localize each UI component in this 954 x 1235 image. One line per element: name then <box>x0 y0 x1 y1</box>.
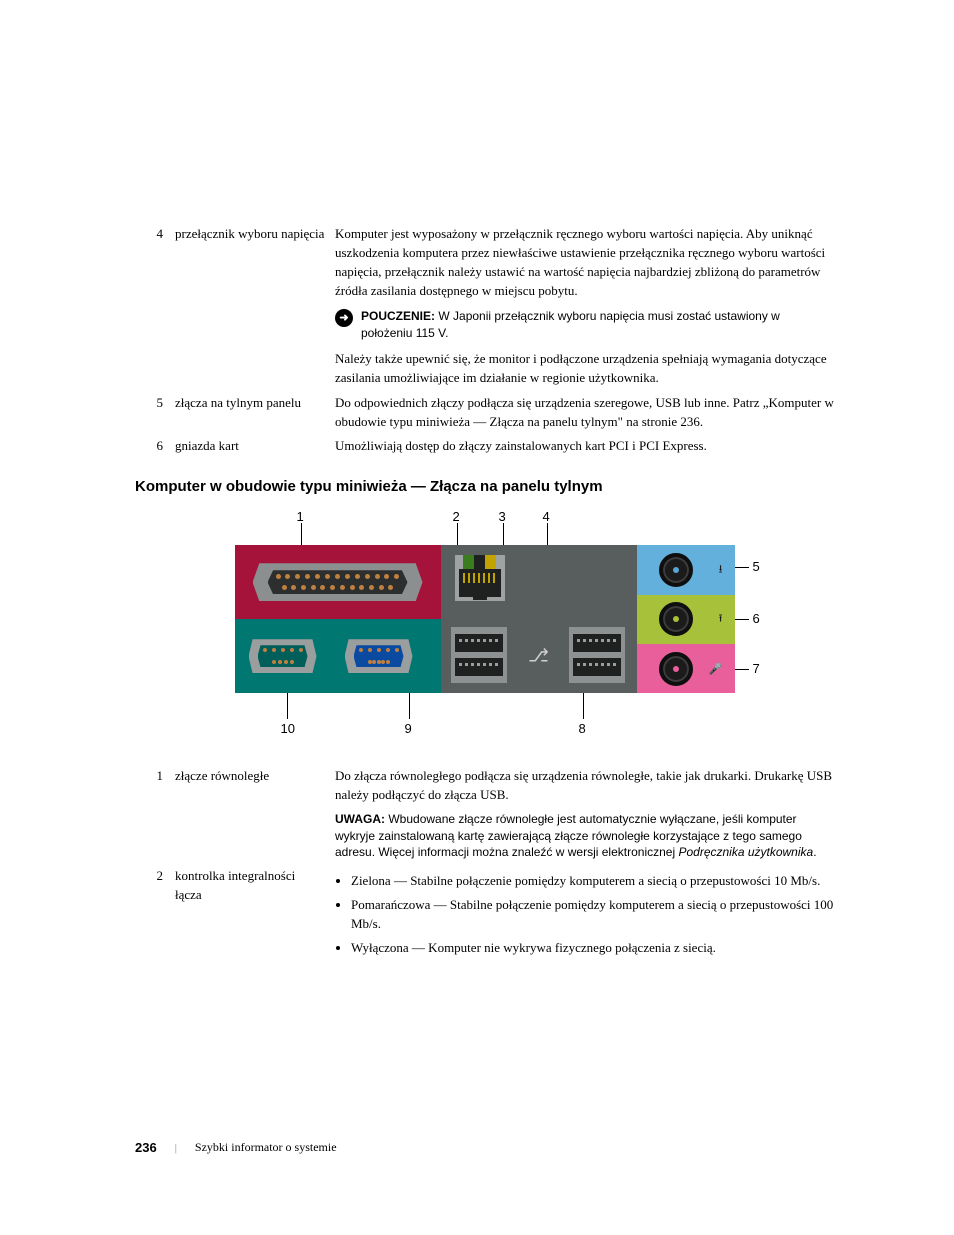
line-in-area: ⭳ <box>637 545 735 594</box>
callout-10: 10 <box>281 721 295 736</box>
table-row: 6 gniazda kart Umożliwiają dostęp do złą… <box>135 437 834 456</box>
rj45-port <box>455 555 505 601</box>
leader-line <box>735 619 749 620</box>
mic-icon: 🎤 <box>709 662 723 675</box>
footer-title: Szybki informator o systemie <box>195 1140 337 1155</box>
usb-ports <box>569 627 625 683</box>
row-number: 6 <box>135 437 175 456</box>
footer-separator: | <box>175 1142 177 1154</box>
notice-label: POUCZENIE: <box>361 309 435 323</box>
leader-line <box>735 669 749 670</box>
line-out-area: ⭱ <box>637 595 735 644</box>
serial-vga-area <box>235 619 441 693</box>
leader-line <box>735 567 749 568</box>
usb-symbol-area: ⎇ <box>519 619 559 693</box>
row-number: 4 <box>135 225 175 388</box>
note-body-end: . <box>813 845 816 859</box>
panel-gap <box>519 545 559 619</box>
table-row: 2 kontrolka integralności łącza Zielona … <box>135 867 834 961</box>
row-description: Umożliwiają dostęp do złączy zainstalowa… <box>335 437 834 456</box>
row-number: 5 <box>135 394 175 432</box>
panel-gap <box>559 545 637 619</box>
back-panel-diagram: 1 2 3 4 5 6 7 10 9 8 <box>205 509 765 739</box>
row-label: kontrolka integralności łącza <box>175 867 335 961</box>
parallel-port-area <box>235 545 441 619</box>
desc-text: Komputer jest wyposażony w przełącznik r… <box>335 225 834 300</box>
callout-7: 7 <box>753 661 760 676</box>
row-label: złącze równoległe <box>175 767 335 861</box>
callout-1: 1 <box>297 509 304 524</box>
section-heading: Komputer w obudowie typu miniwieża — Złą… <box>135 478 834 495</box>
list-item: Wyłączona — Komputer nie wykrywa fizyczn… <box>351 938 834 958</box>
usb-ports <box>451 627 507 683</box>
line-in-icon: ⭳ <box>719 560 723 579</box>
usb-stack-left <box>441 619 519 693</box>
line-in-jack <box>659 553 693 587</box>
mic-area: 🎤 <box>637 644 735 693</box>
desc-text-2: Należy także upewnić się, że monitor i p… <box>335 350 834 388</box>
note-body-italic: Podręcznika użytkownika <box>678 845 813 859</box>
row-description: Zielona — Stabilne połączenie pomiędzy k… <box>335 867 834 961</box>
bullet-list: Zielona — Stabilne połączenie pomiędzy k… <box>335 871 834 957</box>
callout-8: 8 <box>579 721 586 736</box>
notice-block: ➜ POUCZENIE: W Japonii przełącznik wybor… <box>335 308 834 342</box>
document-page: 4 przełącznik wyboru napięcia Komputer j… <box>0 0 954 1235</box>
note-block: UWAGA: Wbudowane złącze równoległe jest … <box>335 811 834 861</box>
row-label: przełącznik wyboru napięcia <box>175 225 335 388</box>
table-row: 4 przełącznik wyboru napięcia Komputer j… <box>135 225 834 388</box>
row-label: złącza na tylnym panelu <box>175 394 335 432</box>
serial-port <box>249 639 317 673</box>
callout-2: 2 <box>453 509 460 524</box>
table-row: 5 złącza na tylnym panelu Do odpowiednic… <box>135 394 834 432</box>
line-out-jack <box>659 602 693 636</box>
callout-4: 4 <box>543 509 550 524</box>
vga-port <box>345 639 413 673</box>
row-description: Komputer jest wyposażony w przełącznik r… <box>335 225 834 388</box>
notice-text: POUCZENIE: W Japonii przełącznik wyboru … <box>361 308 834 342</box>
callout-6: 6 <box>753 611 760 626</box>
mic-jack <box>659 652 693 686</box>
callout-5: 5 <box>753 559 760 574</box>
row-number: 1 <box>135 767 175 861</box>
row-description: Do złącza równoległego podłącza się urzą… <box>335 767 834 861</box>
desc-text: Do złącza równoległego podłącza się urzą… <box>335 767 834 805</box>
callout-9: 9 <box>405 721 412 736</box>
leader-line <box>547 523 548 547</box>
row-number: 2 <box>135 867 175 961</box>
note-label: UWAGA: <box>335 812 385 826</box>
line-out-icon: ⭱ <box>719 610 723 629</box>
notice-arrow-icon: ➜ <box>335 309 353 327</box>
page-number: 236 <box>135 1140 157 1155</box>
callout-3: 3 <box>499 509 506 524</box>
connector-panel: ⎇ ⭳ ⭱ <box>235 545 735 693</box>
page-footer: 236 | Szybki informator o systemie <box>135 1140 337 1155</box>
list-item: Zielona — Stabilne połączenie pomiędzy k… <box>351 871 834 891</box>
list-item: Pomarańczowa — Stabilne połączenie pomię… <box>351 895 834 934</box>
diagram-container: 1 2 3 4 5 6 7 10 9 8 <box>135 509 834 739</box>
row-description: Do odpowiednich złączy podłącza się urzą… <box>335 394 834 432</box>
parallel-port <box>253 563 423 601</box>
row-label: gniazda kart <box>175 437 335 456</box>
network-port-area <box>441 545 519 619</box>
usb-icon: ⎇ <box>528 646 549 667</box>
table-row: 1 złącze równoległe Do złącza równoległe… <box>135 767 834 861</box>
usb-stack-right <box>559 619 637 693</box>
